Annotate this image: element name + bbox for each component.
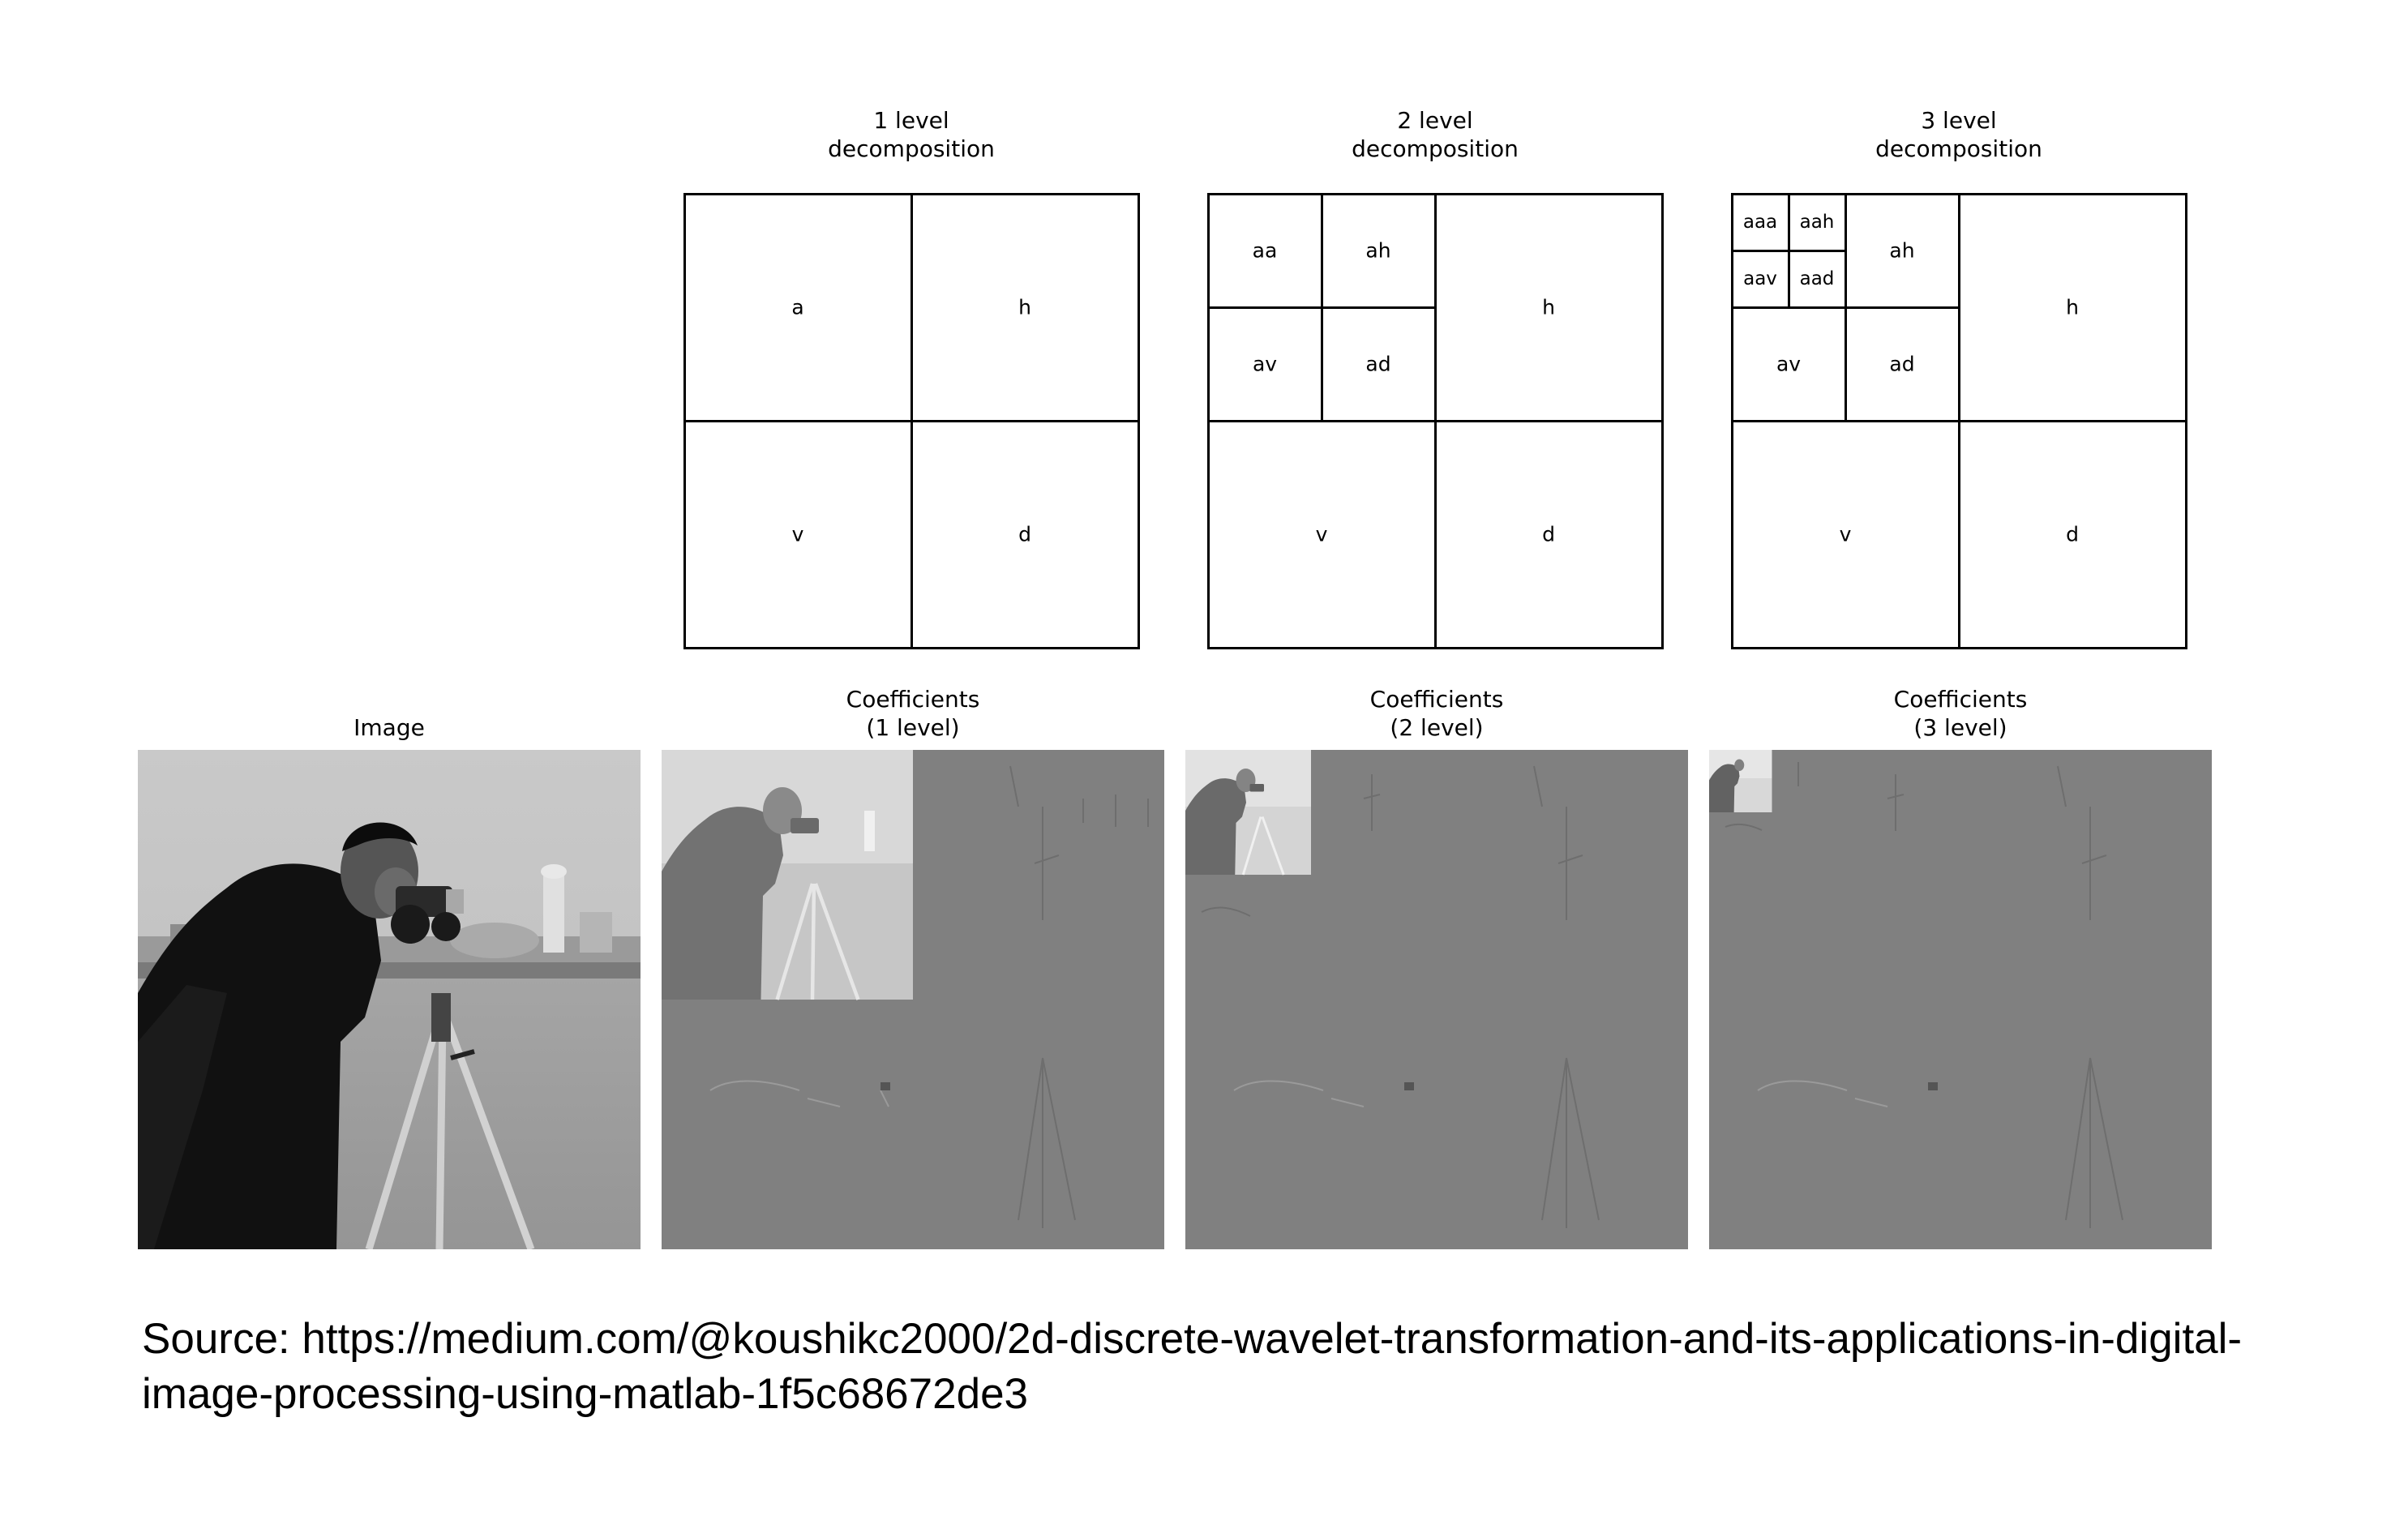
source-citation: Source: https://medium.com/@koushikc2000… (142, 1315, 2243, 1418)
decomposition-title-1: 1 level decomposition (828, 107, 995, 162)
cameraman-photo (138, 750, 641, 1249)
subband-label-aad: aad (1800, 268, 1835, 289)
coefficients-image-2 (1185, 750, 1688, 1249)
subband-label-aah: aah (1800, 212, 1835, 233)
subband-label-h: h (2066, 296, 2079, 319)
original-image (138, 750, 641, 1249)
decomposition-title-3: 3 level decomposition (1875, 107, 2042, 162)
subband-label-ah: ah (1889, 239, 1914, 263)
subband-label-a: a (791, 296, 803, 319)
subband-label-aa: aa (1253, 239, 1278, 263)
subband-label-v: v (1316, 523, 1328, 546)
image-title: Image (353, 714, 425, 741)
coefficients-title-3: Coefficients (3 level) (1893, 686, 2028, 741)
subband-label-h: h (1542, 296, 1555, 319)
coefficients-image-1 (662, 750, 1164, 1249)
subband-label-aaa: aaa (1743, 212, 1777, 233)
subband-label-d: d (1542, 523, 1555, 546)
subband-label-av: av (1253, 353, 1277, 376)
coefficients-panel-3 (1709, 750, 2212, 1249)
coefficients-title-1: Coefficients (1 level) (846, 686, 980, 741)
coefficients-panel-1 (662, 750, 1164, 1249)
coefficients-panel-2 (1185, 750, 1688, 1249)
decomposition-grid-2: aa ah av ad h v d (1207, 193, 1664, 649)
subband-label-v: v (792, 523, 804, 546)
decomposition-grid-1: a h v d (683, 193, 1140, 649)
coefficients-title-2: Coefficients (2 level) (1369, 686, 1504, 741)
decomposition-title-2: 2 level decomposition (1352, 107, 1519, 162)
subband-label-h: h (1018, 296, 1031, 319)
subband-label-d: d (2066, 523, 2079, 546)
subband-label-v: v (1840, 523, 1852, 546)
subband-label-ad: ad (1889, 353, 1914, 376)
subband-label-aav: aav (1743, 268, 1777, 289)
subband-label-ah: ah (1365, 239, 1390, 263)
coefficients-image-3 (1709, 750, 2212, 1249)
decomposition-grid-3: aaa aah aav aad ah av ad h v d (1731, 193, 2187, 649)
subband-label-d: d (1018, 523, 1031, 546)
subband-label-av: av (1776, 353, 1801, 376)
subband-label-ad: ad (1365, 353, 1390, 376)
